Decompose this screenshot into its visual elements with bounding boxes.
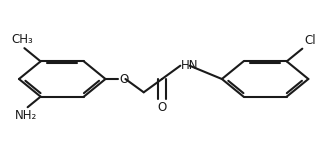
Text: CH₃: CH₃: [12, 33, 34, 46]
Text: O: O: [119, 73, 128, 85]
Text: O: O: [157, 101, 167, 114]
Text: HN: HN: [181, 59, 199, 72]
Text: NH₂: NH₂: [15, 109, 37, 122]
Text: Cl: Cl: [304, 34, 316, 47]
